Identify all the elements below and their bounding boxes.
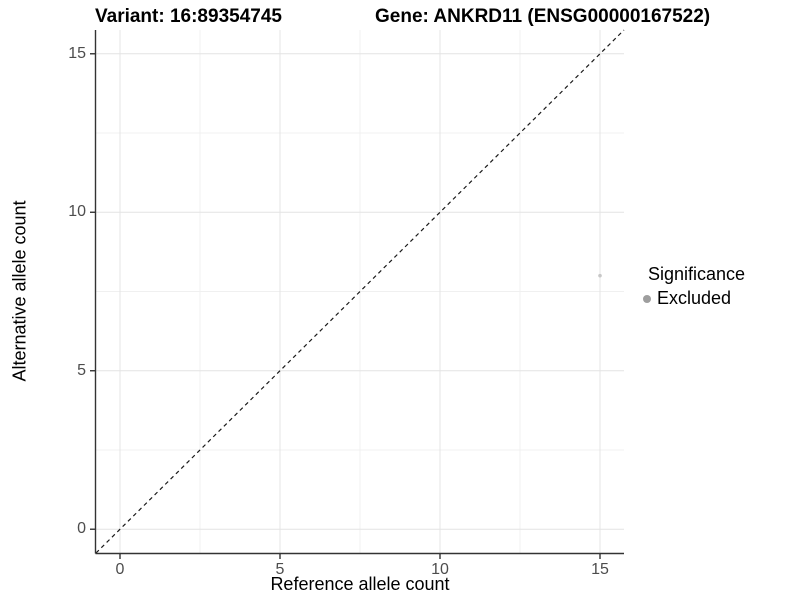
plot-title-variant: Variant: 16:89354745 [95,6,282,27]
x-tick-label: 0 [115,561,125,578]
y-tick-label: 5 [77,361,86,379]
legend-item-label: Excluded [657,288,732,308]
legend-key [638,290,656,308]
y-tick-label: 15 [68,44,86,62]
y-tick-label: 0 [77,520,86,538]
legend: Significance Excluded [638,264,798,309]
x-tick-label: 10 [431,561,449,578]
plot-title-gene: Gene: ANKRD11 (ENSG00000167522) [375,6,711,27]
legend-item-excluded: Excluded [638,288,798,309]
identity-line [95,29,625,554]
x-tick-label: 15 [591,561,609,578]
legend-point-icon [643,294,651,303]
legend-title: Significance [648,264,746,284]
y-axis-title: Alternative allele count [9,200,30,382]
y-tick-label: 10 [68,203,86,221]
x-tick-label: 5 [275,561,285,578]
data-point [598,273,602,278]
x-axis-title: Reference allele count [270,574,450,594]
